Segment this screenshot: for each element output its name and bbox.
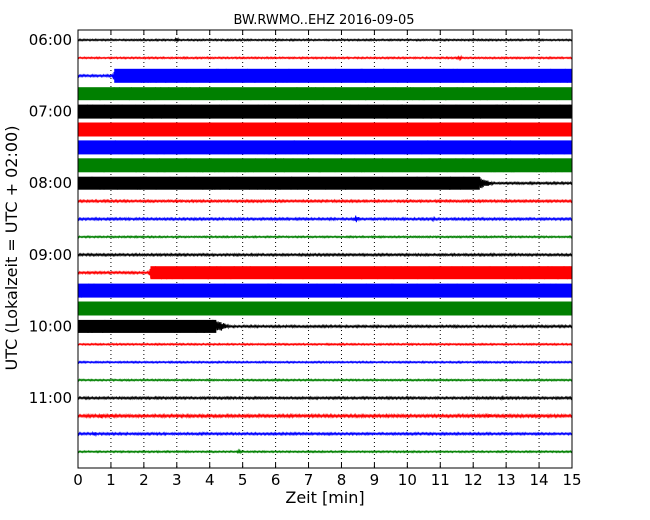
y-tick-label: 08:00: [29, 174, 72, 192]
x-tick-label: 11: [431, 471, 450, 489]
trace-line: [77, 395, 573, 401]
x-tick-label: 1: [106, 471, 116, 489]
trace-line: [77, 448, 573, 455]
x-tick-label: 12: [464, 471, 483, 489]
plot-frame: [77, 29, 573, 469]
trace-row: [77, 158, 573, 173]
trace-band: [78, 104, 572, 119]
x-tick-label: 7: [304, 471, 314, 489]
x-tick-label: 4: [205, 471, 215, 489]
trace-band: [114, 68, 572, 83]
x-tick-label: 14: [530, 471, 549, 489]
x-tick-label: 3: [172, 471, 182, 489]
trace-row: [77, 360, 573, 365]
y-tick-label: 09:00: [29, 246, 72, 264]
x-tick-label: 8: [337, 471, 347, 489]
trace-row: [77, 395, 573, 401]
trace-line: [77, 252, 573, 258]
x-tick-label: 0: [73, 471, 83, 489]
x-tick-label: 13: [497, 471, 516, 489]
trace-line: [77, 360, 573, 365]
x-tick-label: 2: [139, 471, 149, 489]
y-tick-label: 11:00: [29, 389, 72, 407]
trace-rows: [77, 36, 573, 455]
trace-band: [78, 176, 480, 190]
x-tick-label: 9: [370, 471, 380, 489]
y-tick-label: 06:00: [29, 31, 72, 49]
trace-band: [78, 122, 572, 137]
trace-row: [77, 266, 573, 280]
axis-ticks: 0 1 2 3 4 5 6 7 8 9 10 11 12 13 14 1506:0007:0008:0009:…: [29, 30, 582, 489]
trace-row: [77, 122, 573, 137]
trace-row: [77, 87, 573, 101]
x-axis-label: Zeit [min]: [285, 488, 364, 507]
trace-line: [77, 198, 573, 204]
trace-row: [77, 36, 573, 43]
trace-row: [77, 301, 573, 316]
y-tick-label: 07:00: [29, 103, 72, 121]
trace-row: [77, 198, 573, 204]
trace-line: [77, 54, 573, 62]
x-tick-label: 6: [271, 471, 281, 489]
trace-row: [77, 378, 573, 383]
trace-row: [77, 140, 573, 155]
trace-band: [78, 319, 217, 333]
trace-line: [77, 215, 573, 223]
trace-row: [77, 68, 573, 83]
y-axis-label: UTC (Lokalzeit = UTC + 02:00): [2, 126, 21, 371]
trace-row: [77, 430, 573, 438]
trace-row: [77, 234, 573, 239]
trace-line: [77, 234, 573, 239]
trace-band: [78, 283, 572, 298]
trace-band: [78, 140, 572, 155]
trace-line: [77, 342, 573, 347]
trace-row: [77, 412, 573, 420]
x-tick-label: 10: [398, 471, 417, 489]
trace-row: [77, 215, 573, 223]
trace-row: [77, 448, 573, 455]
trace-row: [77, 54, 573, 62]
x-tick-label: 15: [562, 471, 581, 489]
trace-band: [78, 87, 572, 101]
trace-row: [77, 104, 573, 119]
x-tick-label: 5: [238, 471, 248, 489]
trace-row: [77, 319, 573, 333]
trace-row: [77, 252, 573, 258]
trace-row: [77, 176, 573, 190]
trace-row: [77, 342, 573, 347]
trace-band: [78, 158, 572, 173]
chart-title: BW.RWMO..EHZ 2016-09-05: [233, 13, 414, 28]
trace-row: [77, 283, 573, 298]
trace-line: [77, 378, 573, 383]
trace-band: [150, 266, 572, 280]
trace-line: [77, 430, 573, 438]
trace-line: [77, 412, 573, 420]
y-tick-label: 10:00: [29, 317, 72, 335]
trace-line: [77, 36, 573, 43]
trace-band: [78, 301, 572, 316]
